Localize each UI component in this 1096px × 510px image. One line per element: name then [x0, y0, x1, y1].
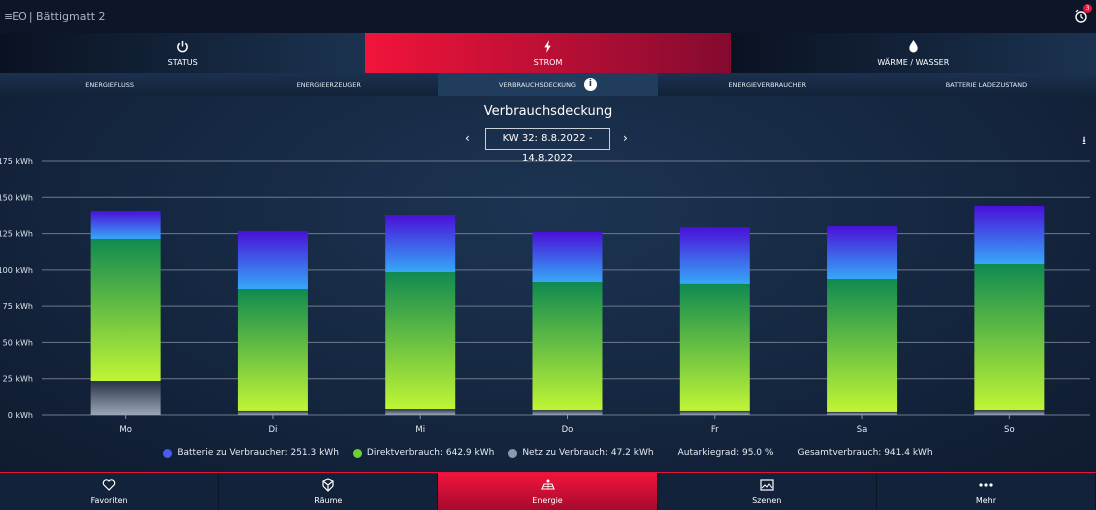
lightning-icon — [544, 39, 551, 53]
app-header: ≡EO | Bättigmatt 2 3 — [0, 0, 1096, 33]
x-tick-label: So — [1004, 425, 1015, 435]
subtab-label: ENERGIEERZEUGER — [296, 80, 361, 89]
subtab-label: VERBRAUCHSDECKUNG — [499, 80, 576, 89]
bar-segment-batterie-zu-verbraucher — [974, 205, 1045, 265]
x-tick-label: Mo — [119, 425, 132, 435]
gesamtverbrauch: Gesamtverbrauch: 941.4 kWh — [797, 448, 932, 458]
legend-direkt[interactable]: Direktverbrauch: 642.9 kWh — [352, 448, 495, 458]
subtab-verbrauchsdeckung[interactable]: VERBRAUCHSDECKUNG i — [438, 73, 658, 96]
site-title: | Bättigmatt 2 — [28, 10, 106, 23]
tab-label: STROM — [533, 57, 563, 67]
y-tick-label: 50 kWh — [3, 338, 33, 347]
nav-szenen[interactable]: Szenen — [658, 473, 877, 510]
bar-segment-netz-zu-verbrauch — [679, 410, 750, 415]
x-tick-label: Do — [562, 425, 574, 435]
y-tick-label: 100 kWh — [0, 266, 33, 275]
legend-netz[interactable]: Netz zu Verbrauch: 47.2 kWh — [508, 448, 654, 458]
nav-label: Mehr — [975, 496, 996, 505]
autarkiegrad: Autarkiegrad: 95.0 % — [678, 448, 774, 458]
cube-icon — [322, 478, 334, 492]
bar-segment-netz-zu-verbrauch — [532, 410, 603, 415]
bar-segment-batterie-zu-verbraucher — [827, 226, 898, 280]
nav-raeume[interactable]: Räume — [219, 473, 439, 510]
legend-dot — [163, 448, 173, 458]
bar-segment-direktverbrauch — [679, 283, 750, 411]
info-icon[interactable]: i — [583, 78, 597, 91]
subtab-label: BATTERIE LADEZUSTAND — [945, 80, 1028, 89]
power-icon — [177, 40, 188, 52]
x-tick-label: Sa — [857, 425, 868, 435]
bar-segment-direktverbrauch — [532, 282, 603, 411]
subtab-batterie-ladezustand[interactable]: BATTERIE LADEZUSTAND — [877, 73, 1096, 96]
legend: Batterie zu Verbraucher: 251.3 kWh Direk… — [0, 448, 1096, 458]
legend-label: Autarkiegrad: 95.0 % — [677, 448, 774, 458]
more-dots-icon — [979, 483, 993, 487]
bottom-nav: Favoriten Räume Energie Szenen Mehr — [0, 472, 1096, 510]
y-tick-label: 25 kWh — [3, 375, 33, 384]
bar-segment-netz-zu-verbrauch — [90, 381, 161, 415]
heart-icon — [102, 479, 116, 491]
bar-segment-direktverbrauch — [974, 264, 1045, 411]
bar-segment-netz-zu-verbrauch — [237, 410, 308, 415]
bar-segment-netz-zu-verbrauch — [385, 409, 456, 415]
y-tick-label: 150 kWh — [0, 193, 33, 202]
sub-tabs: ENERGIEFLUSS ENERGIEERZEUGER VERBRAUCHSD… — [0, 73, 1096, 96]
subtab-energieverbraucher[interactable]: ENERGIEVERBRAUCHER — [658, 73, 877, 96]
chart-panel: 0 kWh 25 kWh 50 kWh 75 kWh 100 kWh 125 kWh 150… — [0, 96, 1096, 472]
x-tick-label: Di — [268, 425, 277, 435]
legend-dot — [352, 448, 362, 458]
nav-favoriten[interactable]: Favoriten — [0, 473, 220, 510]
bar-segment-batterie-zu-verbraucher — [532, 231, 603, 283]
bar-segment-batterie-zu-verbraucher — [385, 214, 456, 273]
nav-mehr[interactable]: Mehr — [877, 473, 1096, 510]
tab-strom[interactable]: STROM — [365, 33, 731, 73]
bar-segment-direktverbrauch — [90, 238, 161, 382]
subtab-energiefluss[interactable]: ENERGIEFLUSS — [0, 73, 219, 96]
stacked-bar-chart: 0 kWh 25 kWh 50 kWh 75 kWh 100 kWh 125 kWh 150… — [0, 157, 1090, 435]
bar-segment-netz-zu-verbrauch — [827, 411, 898, 415]
bar-segment-batterie-zu-verbraucher — [90, 210, 161, 239]
download-icon[interactable]: ⭳ — [1082, 134, 1086, 147]
main-tabs: STATUS STROM WÄRME / WASSER — [0, 33, 1096, 73]
legend-label: Batterie zu Verbraucher: 251.3 kWh — [177, 448, 339, 458]
tab-label: STATUS — [167, 57, 198, 67]
legend-batterie[interactable]: Batterie zu Verbraucher: 251.3 kWh — [163, 448, 339, 458]
subtab-energieerzeuger[interactable]: ENERGIEERZEUGER — [219, 73, 438, 96]
legend-label: Gesamtverbrauch: 941.4 kWh — [797, 448, 933, 458]
y-tick-label: 125 kWh — [0, 230, 33, 239]
bar-segment-batterie-zu-verbraucher — [237, 230, 308, 290]
tab-waerme-wasser[interactable]: WÄRME / WASSER — [730, 33, 1096, 73]
legend-label: Direktverbrauch: 642.9 kWh — [366, 448, 495, 458]
nav-label: Szenen — [752, 496, 782, 505]
solar-panel-icon — [540, 479, 555, 490]
date-range-selector[interactable]: KW 32: 8.8.2022 - 14.8.2022 — [485, 128, 610, 164]
subtab-label: ENERGIEFLUSS — [85, 80, 134, 89]
bar-segment-direktverbrauch — [237, 289, 308, 411]
nav-label: Energie — [532, 496, 563, 505]
y-tick-label: 75 kWh — [3, 302, 33, 311]
page-title: Verbrauchsdeckung — [483, 104, 613, 119]
y-tick-label: 175 kWh — [0, 157, 33, 166]
bar-segment-netz-zu-verbrauch — [974, 410, 1045, 415]
prev-week-button[interactable]: ‹ — [465, 131, 470, 145]
x-tick-label: Fr — [711, 425, 719, 435]
x-tick-label: Mi — [415, 425, 425, 435]
bar-segment-direktverbrauch — [385, 272, 456, 410]
nav-energie[interactable]: Energie — [438, 473, 658, 510]
nav-label: Räume — [314, 496, 343, 505]
image-icon — [760, 479, 774, 491]
alarm-badge: 3 — [1083, 4, 1092, 13]
bar-segment-batterie-zu-verbraucher — [679, 227, 750, 284]
legend-dot — [508, 448, 518, 458]
logo: ≡EO — [4, 10, 27, 23]
nav-label: Favoriten — [90, 496, 128, 505]
tab-status[interactable]: STATUS — [0, 33, 366, 73]
tab-label: WÄRME / WASSER — [877, 57, 950, 67]
subtab-label: ENERGIEVERBRAUCHER — [728, 80, 807, 89]
next-week-button[interactable]: › — [623, 131, 628, 145]
y-tick-label: 0 kWh — [8, 411, 33, 420]
water-drop-icon — [909, 39, 918, 53]
legend-label: Netz zu Verbrauch: 47.2 kWh — [522, 448, 654, 458]
bar-segment-direktverbrauch — [827, 279, 898, 412]
